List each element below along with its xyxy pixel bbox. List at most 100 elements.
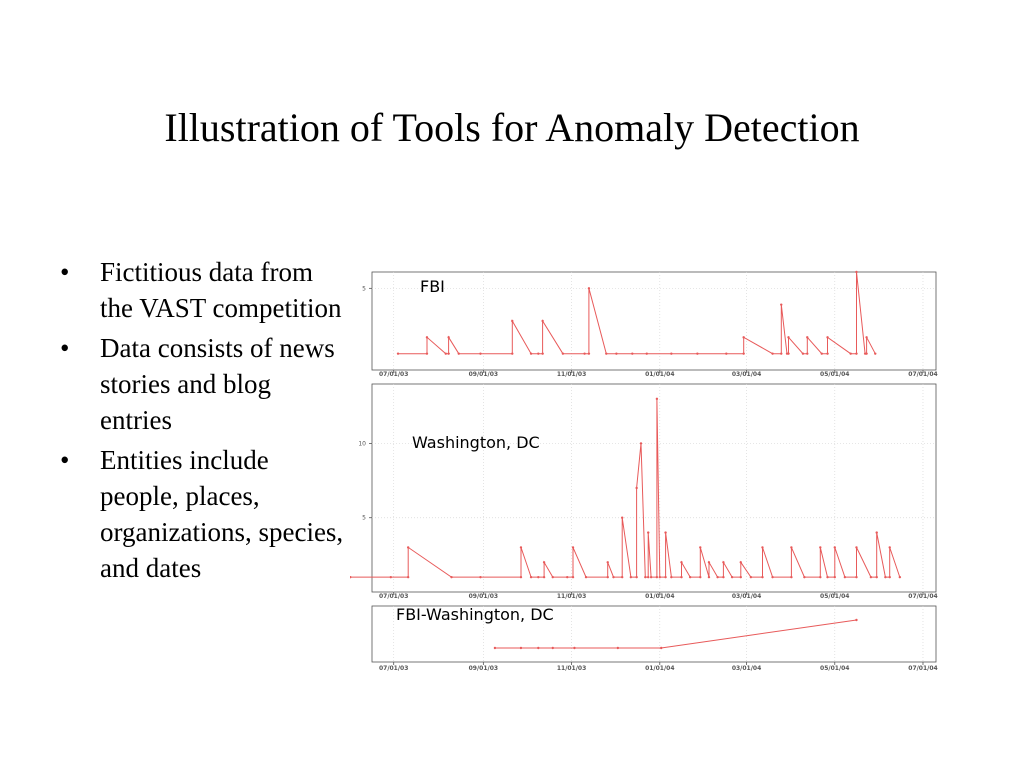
data-point <box>761 575 764 579</box>
chart-panel: 07/01/03 09/01/03 11/01/03 01/01/04 03/01/04… <box>371 605 938 672</box>
data-point <box>406 546 410 549</box>
x-tick-label: 11/01/03 <box>557 665 586 672</box>
bullet-item: • Data consists of news stories and blog … <box>56 330 346 438</box>
slide-title: Illustration of Tools for Anomaly Detect… <box>164 105 860 150</box>
data-point <box>874 352 877 355</box>
data-point <box>787 336 790 339</box>
data-point <box>660 646 663 650</box>
bullet-text: Entities include people, places, organiz… <box>100 445 344 583</box>
x-tick-label: 09/01/03 <box>469 665 498 672</box>
data-point <box>561 352 565 355</box>
data-point <box>447 336 450 339</box>
data-point <box>699 546 702 549</box>
data-point <box>826 575 829 579</box>
data-point <box>606 575 609 579</box>
data-point <box>537 352 540 355</box>
x-tick-label: 07/01/03 <box>379 371 408 378</box>
data-point <box>616 646 620 650</box>
data-point <box>820 352 823 355</box>
bullet-text: Fictitious data from the VAST competitio… <box>100 257 342 323</box>
data-point <box>742 336 745 339</box>
data-point <box>716 575 719 579</box>
chart-annotation: FBI <box>420 277 445 296</box>
data-point <box>537 646 540 650</box>
data-point <box>696 352 699 355</box>
x-tick-label: 03/01/04 <box>732 371 761 378</box>
data-point <box>865 336 868 339</box>
x-tick-label: 05/01/04 <box>820 665 849 672</box>
data-point <box>865 352 868 355</box>
data-point <box>587 287 591 290</box>
data-point <box>680 561 683 564</box>
data-point <box>801 352 805 355</box>
plot-frame <box>371 605 937 663</box>
data-point <box>635 575 638 579</box>
data-point <box>647 575 650 579</box>
series-line <box>494 619 857 649</box>
data-point <box>349 575 352 579</box>
data-point <box>425 352 429 355</box>
data-point <box>493 646 497 650</box>
chart-panel: 07/01/03 09/01/03 11/01/03 01/01/04 03/01/04… <box>349 383 938 600</box>
data-point <box>647 531 650 534</box>
data-point <box>749 575 753 579</box>
data-point <box>542 561 546 564</box>
x-tick-label: 03/01/04 <box>732 593 761 600</box>
data-point <box>479 575 482 579</box>
data-point <box>664 531 667 534</box>
bullet-item: • Fictitious data from the VAST competiti… <box>56 254 346 326</box>
data-point <box>479 352 482 355</box>
data-point <box>425 336 429 339</box>
data-point <box>670 575 673 579</box>
data-point <box>855 352 858 355</box>
data-point <box>551 646 554 650</box>
data-point <box>680 575 683 579</box>
data-point <box>542 575 546 579</box>
data-point <box>639 442 643 445</box>
data-point <box>447 352 450 355</box>
x-tick-label: 11/01/03 <box>557 593 586 600</box>
data-point <box>635 486 638 490</box>
bullet-icon: • <box>60 445 70 475</box>
data-point <box>833 575 836 579</box>
y-tick-label: 5 <box>362 515 366 522</box>
data-point <box>707 575 711 579</box>
data-point <box>884 575 887 579</box>
data-point <box>843 575 847 579</box>
data-point <box>790 575 793 579</box>
x-tick-label: 01/01/04 <box>645 665 674 672</box>
data-point <box>529 352 533 355</box>
data-point <box>739 575 742 579</box>
series-line <box>398 271 876 355</box>
data-point <box>519 546 523 549</box>
data-point <box>888 575 891 579</box>
charts-panel: 07/01/03 09/01/03 11/01/03 01/01/04 03/01/04… <box>349 266 950 676</box>
x-tick-label: 07/01/03 <box>379 593 408 600</box>
data-point <box>406 575 410 579</box>
data-point <box>670 352 673 355</box>
data-point <box>819 546 822 549</box>
data-point <box>541 352 544 355</box>
bullet-icon: • <box>60 333 70 363</box>
data-point <box>649 575 653 579</box>
x-tick-label: 01/01/04 <box>645 371 674 378</box>
x-tick-label: 03/01/04 <box>732 665 761 672</box>
data-point <box>707 561 711 564</box>
data-point <box>771 575 774 579</box>
data-point <box>584 575 588 579</box>
data-point <box>537 575 540 579</box>
data-point <box>725 352 728 355</box>
data-point <box>571 575 575 579</box>
chart-panel: 07/01/03 09/01/03 11/01/03 01/01/04 03/01/04… <box>362 270 938 378</box>
data-point <box>511 352 514 355</box>
bullet-item: • Entities include people, places, organi… <box>56 442 346 586</box>
data-point <box>645 352 648 355</box>
data-point <box>787 352 790 355</box>
bullet-text: Data consists of news stories and blog e… <box>100 333 335 435</box>
data-point <box>688 575 692 579</box>
data-point <box>519 646 523 650</box>
x-tick-label: 07/01/03 <box>379 665 408 672</box>
data-point <box>806 336 809 339</box>
data-point <box>511 319 514 323</box>
data-point <box>803 575 806 579</box>
